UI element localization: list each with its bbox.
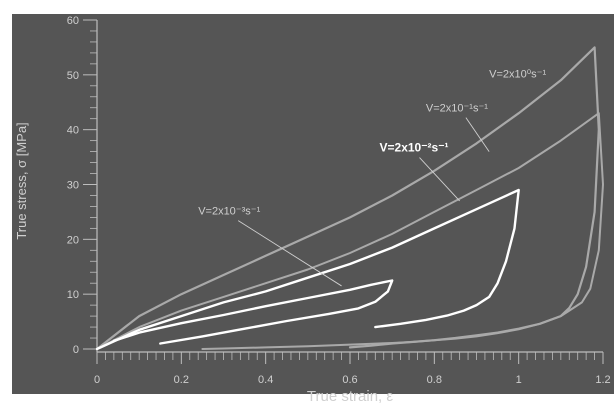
annotation-label-1: V=2x10⁰s⁻¹ [489, 69, 546, 81]
y-tick-label: 40 [67, 125, 79, 137]
series-group [95, 46, 604, 351]
x-tick-label: 0 [94, 374, 100, 386]
annotations-group: V=2x10⁰s⁻¹ V=2x10⁻¹s⁻¹ V=2x10⁻²s⁻¹ V=2x10⁻³… [198, 69, 546, 287]
annotation-leader-4 [237, 220, 342, 287]
y-tick-label: 30 [67, 180, 79, 192]
annotation-leader-2 [465, 117, 490, 152]
y-tick-label: 0 [73, 344, 79, 356]
y-tick-label: 60 [67, 15, 79, 27]
y-tick-label: 50 [67, 70, 79, 82]
series-line-2 [96, 112, 604, 350]
x-tick-label: 0.2 [174, 374, 189, 386]
annotation-leader-3 [419, 157, 460, 202]
annotation-label-2: V=2x10⁻¹s⁻¹ [426, 103, 488, 115]
x-tick-label: 0.4 [258, 374, 273, 386]
series-line-4 [112, 279, 394, 345]
y-tick-label: 20 [67, 234, 79, 246]
annotation-label-4: V=2x10⁻³s⁻¹ [198, 206, 260, 218]
x-tick-label: 1.2 [595, 374, 610, 386]
x-axis-label: True strain, ε [307, 388, 393, 405]
x-tick-label: 0.8 [427, 374, 442, 386]
x-tick-label: 0.6 [342, 374, 357, 386]
annotation-label-3: V=2x10⁻²s⁻¹ [380, 141, 449, 155]
y-axis-label: True stress, σ [MPa] [14, 122, 29, 239]
x-tick-label: 1 [516, 374, 522, 386]
series-line-3 [95, 188, 520, 351]
y-tick-label: 10 [67, 289, 79, 301]
axes: 0 10 20 30 40 50 60 0 0.2 0.4 0.6 0.8 1 1.2 [67, 15, 611, 386]
